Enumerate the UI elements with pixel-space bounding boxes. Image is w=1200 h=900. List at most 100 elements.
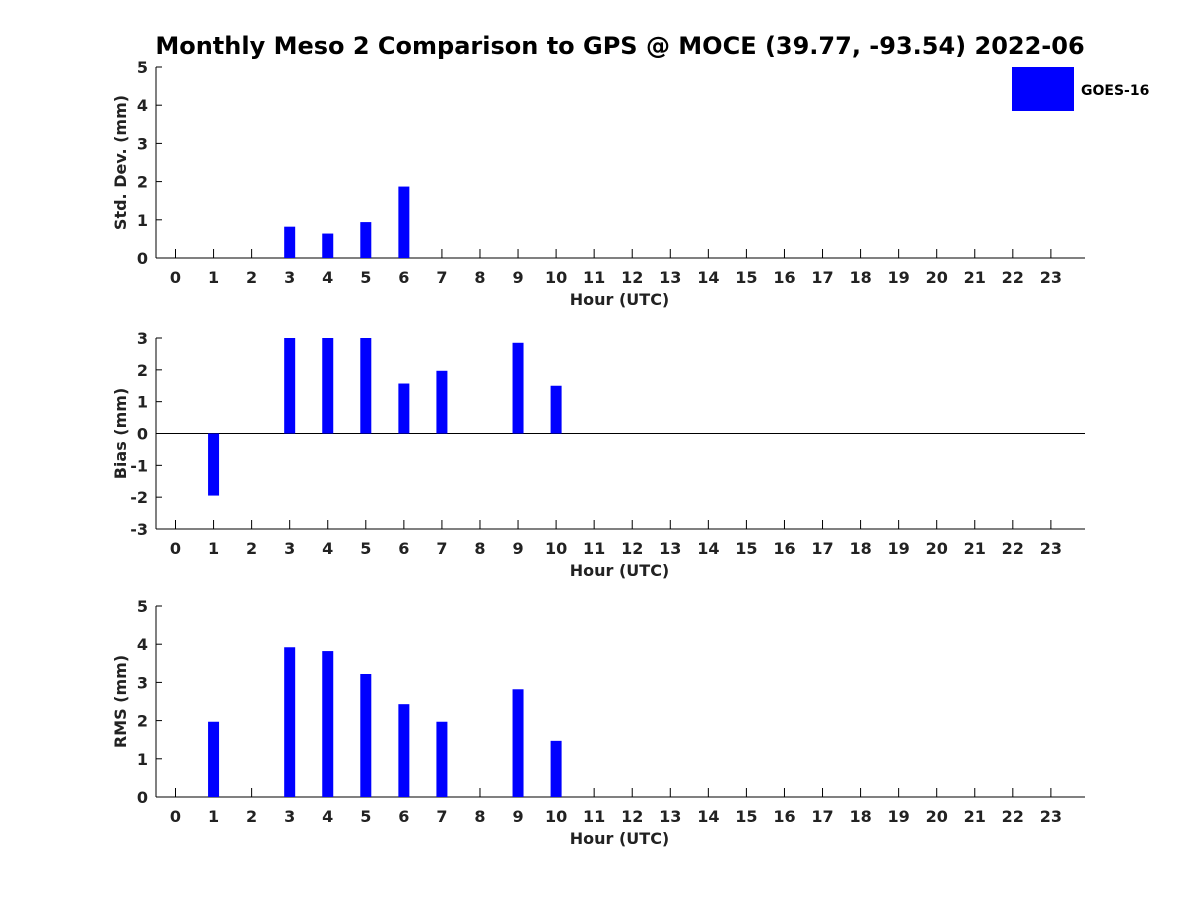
x-tick-label: 7 <box>436 539 447 558</box>
bar-hour-4 <box>322 651 334 797</box>
bar-hour-1 <box>208 433 220 496</box>
bar-hour-9 <box>512 342 524 434</box>
legend: GOES-16 <box>1012 67 1149 111</box>
x-tick-label: 3 <box>284 807 295 826</box>
y-tick-label: 1 <box>137 393 148 412</box>
x-tick-label: 5 <box>360 539 371 558</box>
y-tick-label: 5 <box>137 597 148 616</box>
x-tick-label: 10 <box>545 807 567 826</box>
x-tick-label: 18 <box>849 268 871 287</box>
x-tick-label: 5 <box>360 807 371 826</box>
y-tick-label: 1 <box>137 750 148 769</box>
x-tick-label: 8 <box>474 807 485 826</box>
x-tick-label: 16 <box>773 268 795 287</box>
x-tick-label: 8 <box>474 539 485 558</box>
y-tick-label: -2 <box>130 488 148 507</box>
y-tick-label: 4 <box>137 635 148 654</box>
x-tick-label: 23 <box>1040 807 1062 826</box>
y-tick-label: 2 <box>137 361 148 380</box>
x-tick-label: 15 <box>735 268 757 287</box>
y-tick-label: 5 <box>137 58 148 77</box>
y-tick-label: 0 <box>137 249 148 268</box>
x-tick-label: 22 <box>1002 539 1024 558</box>
y-axis-label: Bias (mm) <box>111 388 130 480</box>
y-tick-label: 2 <box>137 712 148 731</box>
bar-hour-3 <box>284 647 296 797</box>
x-tick-label: 2 <box>246 807 257 826</box>
x-tick-label: 6 <box>398 807 409 826</box>
x-tick-label: 2 <box>246 268 257 287</box>
x-tick-label: 2 <box>246 539 257 558</box>
bar-hour-5 <box>360 673 372 797</box>
x-tick-label: 17 <box>811 268 833 287</box>
legend-label: GOES-16 <box>1081 83 1149 99</box>
x-axis-label: Hour (UTC) <box>570 829 670 848</box>
x-tick-label: 13 <box>659 807 681 826</box>
x-tick-label: 3 <box>284 539 295 558</box>
x-tick-label: 15 <box>735 807 757 826</box>
x-tick-label: 20 <box>926 539 948 558</box>
x-tick-label: 6 <box>398 539 409 558</box>
bar-hour-10 <box>550 385 562 434</box>
x-axis-label: Hour (UTC) <box>570 561 670 580</box>
x-tick-label: 20 <box>926 268 948 287</box>
x-tick-label: 16 <box>773 539 795 558</box>
bar-hour-6 <box>398 383 410 434</box>
bar-hour-10 <box>550 740 562 797</box>
x-tick-label: 15 <box>735 539 757 558</box>
y-tick-label: 3 <box>137 134 148 153</box>
y-tick-label: 3 <box>137 329 148 348</box>
x-tick-label: 0 <box>170 807 181 826</box>
x-axis-label: Hour (UTC) <box>570 290 670 309</box>
x-tick-label: 9 <box>512 268 523 287</box>
x-tick-label: 10 <box>545 268 567 287</box>
bar-hour-3 <box>284 226 296 258</box>
figure-title: Monthly Meso 2 Comparison to GPS @ MOCE … <box>155 32 1084 60</box>
x-tick-label: 12 <box>621 539 643 558</box>
y-tick-label: 4 <box>137 96 148 115</box>
bar-hour-4 <box>322 338 334 434</box>
y-axis-label: RMS (mm) <box>111 655 130 748</box>
x-tick-label: 0 <box>170 539 181 558</box>
bar-hour-3 <box>284 338 296 434</box>
x-tick-label: 12 <box>621 268 643 287</box>
x-tick-label: 9 <box>512 807 523 826</box>
bar-hour-4 <box>322 233 334 258</box>
x-tick-label: 0 <box>170 268 181 287</box>
bar-hour-1 <box>208 721 220 797</box>
x-tick-label: 17 <box>811 807 833 826</box>
x-tick-label: 4 <box>322 539 333 558</box>
bar-hour-5 <box>360 222 372 258</box>
x-tick-label: 4 <box>322 268 333 287</box>
y-tick-label: 0 <box>137 425 148 444</box>
x-tick-label: 14 <box>697 807 719 826</box>
x-tick-label: 18 <box>849 539 871 558</box>
x-tick-label: 14 <box>697 268 719 287</box>
x-tick-label: 23 <box>1040 539 1062 558</box>
x-tick-label: 1 <box>208 268 219 287</box>
y-tick-label: 1 <box>137 211 148 230</box>
x-tick-label: 8 <box>474 268 485 287</box>
x-tick-label: 21 <box>964 539 986 558</box>
bar-hour-9 <box>512 689 524 797</box>
x-tick-label: 20 <box>926 807 948 826</box>
bar-hour-6 <box>398 704 410 797</box>
bar-hour-5 <box>360 338 372 434</box>
x-tick-label: 22 <box>1002 268 1024 287</box>
x-tick-label: 14 <box>697 539 719 558</box>
x-tick-label: 21 <box>964 268 986 287</box>
bar-hour-6 <box>398 186 410 258</box>
x-tick-label: 12 <box>621 807 643 826</box>
x-tick-label: 4 <box>322 807 333 826</box>
x-tick-label: 18 <box>849 807 871 826</box>
x-tick-label: 3 <box>284 268 295 287</box>
bar-hour-7 <box>436 370 448 434</box>
y-tick-label: -3 <box>130 520 148 539</box>
y-axis-label: Std. Dev. (mm) <box>111 95 130 230</box>
x-tick-label: 16 <box>773 807 795 826</box>
